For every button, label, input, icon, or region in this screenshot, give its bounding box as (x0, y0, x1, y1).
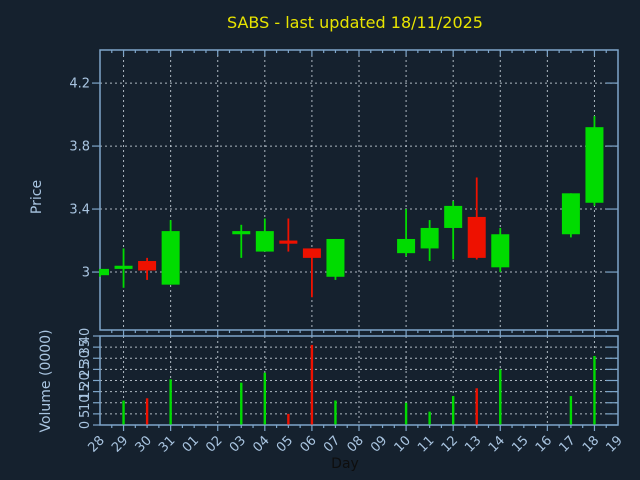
candle-body (397, 238, 416, 254)
volume-tick-label: 35 (78, 339, 93, 356)
candle-body (444, 205, 463, 228)
price-tick-label: 3.8 (69, 140, 90, 155)
volume-bar (263, 372, 267, 425)
volume-bar (310, 344, 314, 425)
x-tick-label: 28 (86, 433, 108, 455)
x-tick-label: 07 (321, 433, 343, 455)
chart-title: SABS - last updated 18/11/2025 (227, 13, 483, 32)
x-tick-label: 16 (533, 433, 555, 455)
candle-body (585, 127, 604, 203)
volume-bar (169, 379, 172, 425)
x-tick-label: 02 (203, 433, 225, 455)
x-tick-label: 31 (156, 433, 178, 455)
price-tick-label: 3 (82, 266, 90, 281)
candle-body (491, 234, 510, 268)
candle-body (561, 193, 580, 235)
candle-body (326, 238, 345, 277)
x-tick-label: 06 (297, 433, 319, 455)
x-tick-label: 08 (345, 433, 367, 455)
volume-bar (593, 356, 596, 425)
candle-body (114, 265, 133, 269)
x-tick-label: 04 (250, 433, 272, 455)
volume-bar (240, 382, 243, 425)
volume-tick-label: 10 (78, 394, 93, 411)
volume-tick-label: 25 (78, 361, 93, 378)
candle-body (467, 216, 486, 258)
candle-body (232, 231, 251, 235)
x-tick-label: 03 (227, 433, 249, 455)
candle-body (138, 261, 157, 271)
volume-tick-label: 15 (78, 383, 93, 400)
x-tick-label: 19 (604, 433, 626, 455)
volume-tick-label: 40 (78, 328, 93, 345)
price-tick-label: 4.2 (69, 77, 90, 92)
candle-body (279, 240, 298, 244)
candle-body (420, 227, 439, 249)
volume-bar (475, 388, 478, 425)
x-tick-label: 05 (274, 433, 296, 455)
x-tick-label: 14 (486, 433, 508, 455)
volume-bar (451, 396, 455, 425)
x-tick-label: 01 (180, 433, 202, 455)
volume-bar (287, 413, 290, 425)
volume-tick-label: 30 (78, 350, 93, 367)
x-tick-label: 30 (133, 433, 155, 455)
volume-bar (145, 398, 149, 425)
x-tick-label: 17 (556, 433, 578, 455)
candle-body (100, 268, 109, 276)
candle-body (302, 248, 321, 258)
volume-tick-label: 0 (78, 421, 93, 429)
x-tick-label: 11 (415, 433, 437, 455)
x-tick-label: 29 (109, 433, 131, 455)
candle-body (255, 231, 274, 252)
x-tick-label: 15 (509, 433, 531, 455)
x-tick-label: 09 (368, 433, 390, 455)
candle-body (161, 231, 180, 285)
x-tick-label: 13 (462, 433, 484, 455)
volume-tick-label: 5 (78, 410, 93, 418)
price-axis-title: Price (29, 179, 45, 215)
day-axis-title: Day (331, 456, 359, 472)
x-tick-label: 12 (439, 433, 461, 455)
volume-axis-title: Volume (0000) (38, 329, 54, 433)
x-tick-label: 10 (392, 433, 414, 455)
price-tick-label: 3.4 (69, 203, 90, 218)
volume-bar (122, 400, 125, 425)
volume-bar (428, 411, 431, 425)
x-tick-label: 18 (580, 433, 602, 455)
volume-bar (569, 396, 573, 425)
volume-bar (334, 400, 337, 425)
volume-bar (404, 402, 408, 425)
volume-bar (499, 369, 502, 425)
volume-tick-label: 20 (78, 372, 93, 389)
